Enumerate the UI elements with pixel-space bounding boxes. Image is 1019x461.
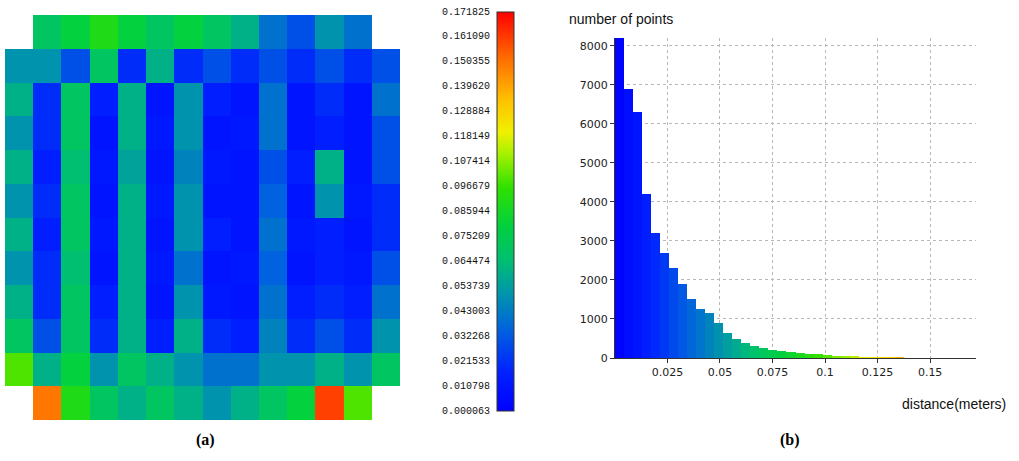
svg-text:0.053739: 0.053739 bbox=[442, 281, 490, 292]
svg-text:0.075209: 0.075209 bbox=[442, 231, 490, 242]
svg-text:0.118149: 0.118149 bbox=[442, 131, 490, 142]
svg-text:0.096679: 0.096679 bbox=[442, 181, 490, 192]
svg-text:(b): (b) bbox=[780, 431, 800, 449]
svg-text:6000: 6000 bbox=[580, 118, 608, 131]
svg-text:0.139620: 0.139620 bbox=[442, 81, 490, 92]
svg-text:0.150355: 0.150355 bbox=[442, 56, 490, 67]
svg-text:number of points: number of points bbox=[569, 11, 673, 27]
svg-text:0.125: 0.125 bbox=[862, 366, 894, 379]
svg-text:(a): (a) bbox=[196, 431, 215, 449]
svg-text:4000: 4000 bbox=[580, 196, 608, 209]
svg-text:0.085944: 0.085944 bbox=[442, 206, 490, 217]
svg-text:0.1: 0.1 bbox=[816, 366, 834, 379]
svg-text:0.064474: 0.064474 bbox=[442, 256, 490, 267]
svg-text:1000: 1000 bbox=[580, 313, 608, 326]
svg-text:2000: 2000 bbox=[580, 274, 608, 287]
svg-text:0.075: 0.075 bbox=[757, 366, 789, 379]
svg-text:0.171825: 0.171825 bbox=[442, 7, 490, 18]
svg-text:7000: 7000 bbox=[580, 79, 608, 92]
svg-text:0.043003: 0.043003 bbox=[442, 306, 490, 317]
svg-text:0.128884: 0.128884 bbox=[442, 106, 490, 117]
svg-text:0.161090: 0.161090 bbox=[442, 31, 490, 42]
svg-text:5000: 5000 bbox=[580, 157, 608, 170]
svg-text:distance(meters): distance(meters) bbox=[902, 396, 1006, 412]
svg-text:0.032268: 0.032268 bbox=[442, 331, 490, 342]
svg-text:0.025: 0.025 bbox=[652, 366, 684, 379]
svg-text:3000: 3000 bbox=[580, 235, 608, 248]
svg-text:0: 0 bbox=[601, 352, 608, 365]
svg-text:0.15: 0.15 bbox=[918, 366, 943, 379]
svg-text:8000: 8000 bbox=[580, 40, 608, 53]
svg-text:0.000063: 0.000063 bbox=[442, 406, 490, 417]
svg-text:0.107414: 0.107414 bbox=[442, 156, 490, 167]
svg-text:0.010798: 0.010798 bbox=[442, 381, 490, 392]
svg-text:0.021533: 0.021533 bbox=[442, 356, 490, 367]
svg-text:0.05: 0.05 bbox=[708, 366, 733, 379]
